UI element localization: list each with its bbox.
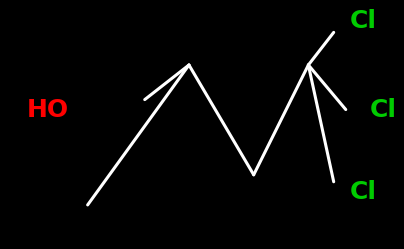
- Text: Cl: Cl: [370, 98, 397, 122]
- Text: Cl: Cl: [350, 9, 377, 33]
- Text: Cl: Cl: [350, 180, 377, 204]
- Text: HO: HO: [27, 98, 69, 122]
